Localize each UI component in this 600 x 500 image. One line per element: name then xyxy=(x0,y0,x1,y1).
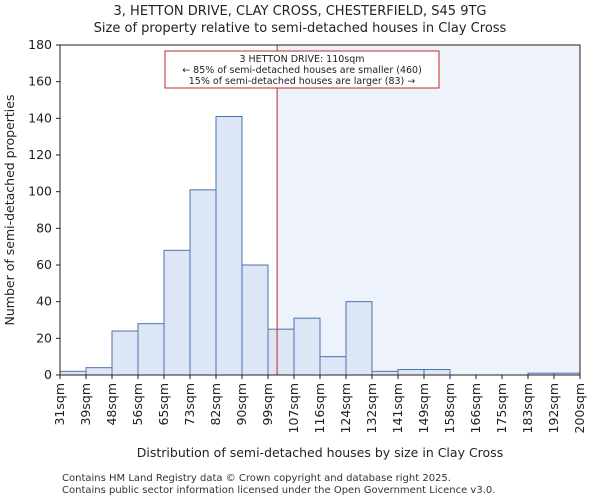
chart-subtitle: Size of property relative to semi-detach… xyxy=(93,21,507,36)
histogram-bar xyxy=(267,328,295,376)
x-tick-label: 116sqm xyxy=(312,383,327,433)
chart-title: 3, HETTON DRIVE, CLAY CROSS, CHESTERFIEL… xyxy=(113,4,487,19)
x-tick-label: 48sqm xyxy=(104,383,119,426)
x-tick-label: 65sqm xyxy=(156,383,171,426)
x-tick-label: 90sqm xyxy=(234,383,249,426)
x-tick-label: 124sqm xyxy=(338,383,353,433)
larger-region-shade xyxy=(277,45,580,375)
y-tick-label: 140 xyxy=(28,110,52,125)
y-tick-label: 120 xyxy=(28,147,52,162)
histogram-bar xyxy=(189,189,217,376)
histogram-bar xyxy=(293,317,321,376)
x-tick-label: 192sqm xyxy=(546,383,561,433)
y-axis-title: Number of semi-detached properties xyxy=(2,95,17,326)
histogram-bar xyxy=(345,301,373,376)
y-tick-label: 60 xyxy=(36,257,52,272)
histogram-bar xyxy=(59,370,87,376)
x-tick-label: 175sqm xyxy=(494,383,509,433)
histogram-bar xyxy=(137,323,165,376)
x-tick-label: 183sqm xyxy=(520,383,535,433)
y-tick-label: 20 xyxy=(36,330,52,345)
x-tick-label: 31sqm xyxy=(52,383,67,426)
x-tick-label: 73sqm xyxy=(182,383,197,426)
y-tick-label: 40 xyxy=(36,294,52,309)
histogram-bar xyxy=(319,356,347,376)
y-tick-label: 0 xyxy=(44,367,52,382)
x-tick-label: 158sqm xyxy=(442,383,457,433)
histogram-bar xyxy=(423,369,451,376)
x-tick-label: 132sqm xyxy=(364,383,379,433)
x-tick-label: 39sqm xyxy=(78,383,93,426)
footer-copyright: Contains HM Land Registry data © Crown c… xyxy=(62,473,451,484)
x-tick-label: 82sqm xyxy=(208,383,223,426)
y-tick-label: 100 xyxy=(28,184,52,199)
x-axis-title: Distribution of semi-detached houses by … xyxy=(137,445,503,460)
x-tick-label: 56sqm xyxy=(130,383,145,426)
x-tick-label: 200sqm xyxy=(572,383,587,433)
histogram-bar xyxy=(241,264,269,376)
annotation-box xyxy=(164,50,440,89)
annotation-line-2: ← 85% of semi-detached houses are smalle… xyxy=(182,65,422,76)
y-tick-label: 180 xyxy=(28,37,52,52)
x-tick-label: 149sqm xyxy=(416,383,431,433)
x-tick-label: 141sqm xyxy=(390,383,405,433)
histogram-bar xyxy=(163,249,191,376)
y-tick-label: 160 xyxy=(28,74,52,89)
histogram-bar xyxy=(397,369,425,376)
x-tick-label: 107sqm xyxy=(286,383,301,433)
histogram-bar xyxy=(215,116,243,376)
annotation-line-1: 3 HETTON DRIVE: 110sqm xyxy=(239,54,364,65)
x-tick-label: 166sqm xyxy=(468,383,483,433)
x-tick-label: 99sqm xyxy=(260,383,275,426)
histogram-bar xyxy=(85,367,113,376)
y-tick-label: 80 xyxy=(36,220,52,235)
histogram-bar xyxy=(371,370,399,376)
footer-licence: Contains public sector information licen… xyxy=(62,485,496,496)
annotation-line-3: 15% of semi-detached houses are larger (… xyxy=(189,76,416,87)
histogram-bar xyxy=(111,330,139,376)
